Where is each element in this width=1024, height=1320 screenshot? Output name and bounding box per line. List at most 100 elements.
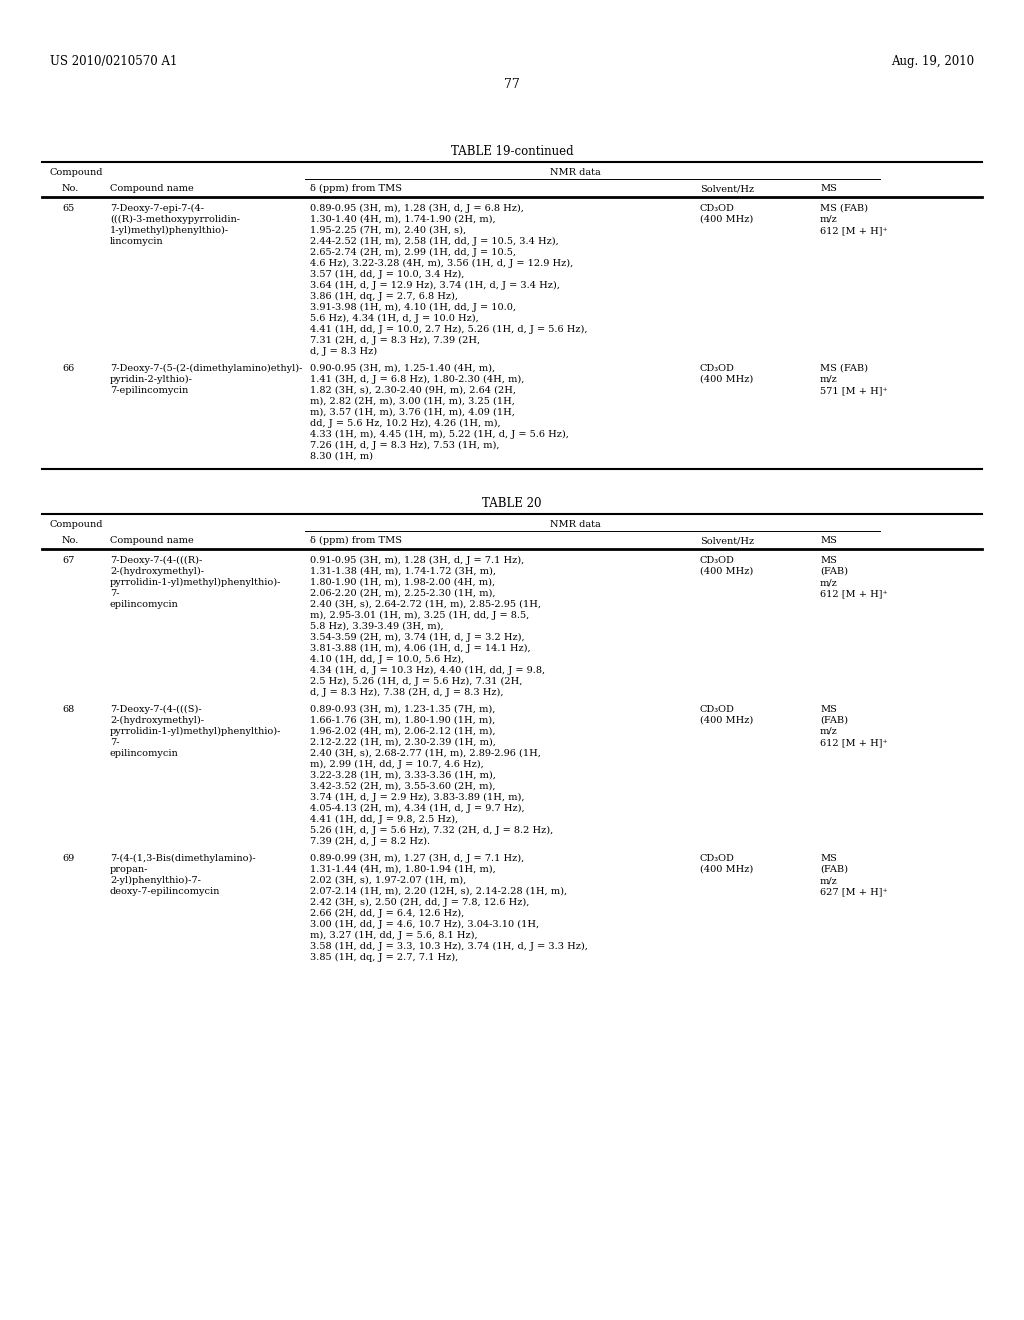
Text: (400 MHz): (400 MHz) [700, 215, 754, 224]
Text: 2.44-2.52 (1H, m), 2.58 (1H, dd, J = 10.5, 3.4 Hz),: 2.44-2.52 (1H, m), 2.58 (1H, dd, J = 10.… [310, 238, 559, 246]
Text: m/z: m/z [820, 578, 838, 587]
Text: CD₃OD: CD₃OD [700, 556, 735, 565]
Text: 3.54-3.59 (2H, m), 3.74 (1H, d, J = 3.2 Hz),: 3.54-3.59 (2H, m), 3.74 (1H, d, J = 3.2 … [310, 634, 524, 642]
Text: CD₃OD: CD₃OD [700, 364, 735, 374]
Text: 66: 66 [62, 364, 75, 374]
Text: 627 [M + H]⁺: 627 [M + H]⁺ [820, 887, 888, 896]
Text: 3.42-3.52 (2H, m), 3.55-3.60 (2H, m),: 3.42-3.52 (2H, m), 3.55-3.60 (2H, m), [310, 781, 496, 791]
Text: MS: MS [820, 854, 837, 863]
Text: pyrrolidin-1-yl)methyl)phenylthio)-: pyrrolidin-1-yl)methyl)phenylthio)- [110, 578, 282, 587]
Text: d, J = 8.3 Hz), 7.38 (2H, d, J = 8.3 Hz),: d, J = 8.3 Hz), 7.38 (2H, d, J = 8.3 Hz)… [310, 688, 504, 697]
Text: 67: 67 [62, 556, 75, 565]
Text: (400 MHz): (400 MHz) [700, 715, 754, 725]
Text: 7-Deoxy-7-epi-7-(4-: 7-Deoxy-7-epi-7-(4- [110, 205, 204, 213]
Text: 0.90-0.95 (3H, m), 1.25-1.40 (4H, m),: 0.90-0.95 (3H, m), 1.25-1.40 (4H, m), [310, 364, 496, 374]
Text: MS (FAB): MS (FAB) [820, 364, 868, 374]
Text: MS: MS [820, 556, 837, 565]
Text: 0.89-0.95 (3H, m), 1.28 (3H, d, J = 6.8 Hz),: 0.89-0.95 (3H, m), 1.28 (3H, d, J = 6.8 … [310, 205, 524, 213]
Text: 4.6 Hz), 3.22-3.28 (4H, m), 3.56 (1H, d, J = 12.9 Hz),: 4.6 Hz), 3.22-3.28 (4H, m), 3.56 (1H, d,… [310, 259, 573, 268]
Text: 7.39 (2H, d, J = 8.2 Hz).: 7.39 (2H, d, J = 8.2 Hz). [310, 837, 430, 846]
Text: NMR data: NMR data [550, 168, 600, 177]
Text: 1.82 (3H, s), 2.30-2.40 (9H, m), 2.64 (2H,: 1.82 (3H, s), 2.30-2.40 (9H, m), 2.64 (2… [310, 385, 516, 395]
Text: 7-Deoxy-7-(4-(((S)-: 7-Deoxy-7-(4-(((S)- [110, 705, 202, 714]
Text: Compound name: Compound name [110, 536, 194, 545]
Text: 5.6 Hz), 4.34 (1H, d, J = 10.0 Hz),: 5.6 Hz), 4.34 (1H, d, J = 10.0 Hz), [310, 314, 479, 323]
Text: pyridin-2-ylthio)-: pyridin-2-ylthio)- [110, 375, 193, 384]
Text: 571 [M + H]⁺: 571 [M + H]⁺ [820, 385, 888, 395]
Text: No.: No. [62, 183, 80, 193]
Text: 1.30-1.40 (4H, m), 1.74-1.90 (2H, m),: 1.30-1.40 (4H, m), 1.74-1.90 (2H, m), [310, 215, 496, 224]
Text: 7.26 (1H, d, J = 8.3 Hz), 7.53 (1H, m),: 7.26 (1H, d, J = 8.3 Hz), 7.53 (1H, m), [310, 441, 500, 450]
Text: 2.42 (3H, s), 2.50 (2H, dd, J = 7.8, 12.6 Hz),: 2.42 (3H, s), 2.50 (2H, dd, J = 7.8, 12.… [310, 898, 529, 907]
Text: 2-yl)phenylthio)-7-: 2-yl)phenylthio)-7- [110, 876, 201, 886]
Text: 5.26 (1H, d, J = 5.6 Hz), 7.32 (2H, d, J = 8.2 Hz),: 5.26 (1H, d, J = 5.6 Hz), 7.32 (2H, d, J… [310, 826, 553, 836]
Text: 3.85 (1H, dq, J = 2.7, 7.1 Hz),: 3.85 (1H, dq, J = 2.7, 7.1 Hz), [310, 953, 459, 962]
Text: 4.05-4.13 (2H, m), 4.34 (1H, d, J = 9.7 Hz),: 4.05-4.13 (2H, m), 4.34 (1H, d, J = 9.7 … [310, 804, 524, 813]
Text: 1-yl)methyl)phenylthio)-: 1-yl)methyl)phenylthio)- [110, 226, 229, 235]
Text: 77: 77 [504, 78, 520, 91]
Text: 8.30 (1H, m): 8.30 (1H, m) [310, 451, 373, 461]
Text: 612 [M + H]⁺: 612 [M + H]⁺ [820, 226, 888, 235]
Text: 7-Deoxy-7-(5-(2-(dimethylamino)ethyl)-: 7-Deoxy-7-(5-(2-(dimethylamino)ethyl)- [110, 364, 302, 374]
Text: deoxy-7-epilincomycin: deoxy-7-epilincomycin [110, 887, 220, 896]
Text: 1.95-2.25 (7H, m), 2.40 (3H, s),: 1.95-2.25 (7H, m), 2.40 (3H, s), [310, 226, 466, 235]
Text: (400 MHz): (400 MHz) [700, 568, 754, 576]
Text: 4.10 (1H, dd, J = 10.0, 5.6 Hz),: 4.10 (1H, dd, J = 10.0, 5.6 Hz), [310, 655, 464, 664]
Text: (FAB): (FAB) [820, 568, 848, 576]
Text: 7-: 7- [110, 738, 120, 747]
Text: 2.40 (3H, s), 2.68-2.77 (1H, m), 2.89-2.96 (1H,: 2.40 (3H, s), 2.68-2.77 (1H, m), 2.89-2.… [310, 748, 541, 758]
Text: Aug. 19, 2010: Aug. 19, 2010 [891, 55, 974, 69]
Text: 7-: 7- [110, 589, 120, 598]
Text: 7-Deoxy-7-(4-(((R)-: 7-Deoxy-7-(4-(((R)- [110, 556, 203, 565]
Text: m/z: m/z [820, 215, 838, 224]
Text: 4.34 (1H, d, J = 10.3 Hz), 4.40 (1H, dd, J = 9.8,: 4.34 (1H, d, J = 10.3 Hz), 4.40 (1H, dd,… [310, 667, 545, 675]
Text: δ (ppm) from TMS: δ (ppm) from TMS [310, 183, 402, 193]
Text: m), 3.57 (1H, m), 3.76 (1H, m), 4.09 (1H,: m), 3.57 (1H, m), 3.76 (1H, m), 4.09 (1H… [310, 408, 515, 417]
Text: 0.91-0.95 (3H, m), 1.28 (3H, d, J = 7.1 Hz),: 0.91-0.95 (3H, m), 1.28 (3H, d, J = 7.1 … [310, 556, 524, 565]
Text: (((R)-3-methoxypyrrolidin-: (((R)-3-methoxypyrrolidin- [110, 215, 240, 224]
Text: 3.58 (1H, dd, J = 3.3, 10.3 Hz), 3.74 (1H, d, J = 3.3 Hz),: 3.58 (1H, dd, J = 3.3, 10.3 Hz), 3.74 (1… [310, 942, 588, 952]
Text: 7-(4-(1,3-Bis(dimethylamino)-: 7-(4-(1,3-Bis(dimethylamino)- [110, 854, 256, 863]
Text: MS (FAB): MS (FAB) [820, 205, 868, 213]
Text: m), 3.27 (1H, dd, J = 5.6, 8.1 Hz),: m), 3.27 (1H, dd, J = 5.6, 8.1 Hz), [310, 931, 477, 940]
Text: CD₃OD: CD₃OD [700, 854, 735, 863]
Text: 1.80-1.90 (1H, m), 1.98-2.00 (4H, m),: 1.80-1.90 (1H, m), 1.98-2.00 (4H, m), [310, 578, 496, 587]
Text: m/z: m/z [820, 375, 838, 384]
Text: 3.64 (1H, d, J = 12.9 Hz), 3.74 (1H, d, J = 3.4 Hz),: 3.64 (1H, d, J = 12.9 Hz), 3.74 (1H, d, … [310, 281, 560, 290]
Text: (FAB): (FAB) [820, 715, 848, 725]
Text: 7.31 (2H, d, J = 8.3 Hz), 7.39 (2H,: 7.31 (2H, d, J = 8.3 Hz), 7.39 (2H, [310, 337, 480, 345]
Text: 3.57 (1H, dd, J = 10.0, 3.4 Hz),: 3.57 (1H, dd, J = 10.0, 3.4 Hz), [310, 271, 464, 279]
Text: d, J = 8.3 Hz): d, J = 8.3 Hz) [310, 347, 377, 356]
Text: 3.91-3.98 (1H, m), 4.10 (1H, dd, J = 10.0,: 3.91-3.98 (1H, m), 4.10 (1H, dd, J = 10.… [310, 304, 516, 312]
Text: 3.81-3.88 (1H, m), 4.06 (1H, d, J = 14.1 Hz),: 3.81-3.88 (1H, m), 4.06 (1H, d, J = 14.1… [310, 644, 530, 653]
Text: 5.8 Hz), 3.39-3.49 (3H, m),: 5.8 Hz), 3.39-3.49 (3H, m), [310, 622, 443, 631]
Text: TABLE 20: TABLE 20 [482, 498, 542, 510]
Text: (400 MHz): (400 MHz) [700, 865, 754, 874]
Text: TABLE 19-continued: TABLE 19-continued [451, 145, 573, 158]
Text: 65: 65 [62, 205, 75, 213]
Text: m), 2.95-3.01 (1H, m), 3.25 (1H, dd, J = 8.5,: m), 2.95-3.01 (1H, m), 3.25 (1H, dd, J =… [310, 611, 529, 620]
Text: Compound: Compound [50, 520, 103, 529]
Text: Solvent/Hz: Solvent/Hz [700, 183, 754, 193]
Text: 2.40 (3H, s), 2.64-2.72 (1H, m), 2.85-2.95 (1H,: 2.40 (3H, s), 2.64-2.72 (1H, m), 2.85-2.… [310, 601, 541, 609]
Text: CD₃OD: CD₃OD [700, 205, 735, 213]
Text: propan-: propan- [110, 865, 148, 874]
Text: epilincomycin: epilincomycin [110, 601, 179, 609]
Text: m/z: m/z [820, 727, 838, 737]
Text: δ (ppm) from TMS: δ (ppm) from TMS [310, 536, 402, 545]
Text: m), 2.99 (1H, dd, J = 10.7, 4.6 Hz),: m), 2.99 (1H, dd, J = 10.7, 4.6 Hz), [310, 760, 483, 770]
Text: US 2010/0210570 A1: US 2010/0210570 A1 [50, 55, 177, 69]
Text: 2.12-2.22 (1H, m), 2.30-2.39 (1H, m),: 2.12-2.22 (1H, m), 2.30-2.39 (1H, m), [310, 738, 496, 747]
Text: Solvent/Hz: Solvent/Hz [700, 536, 754, 545]
Text: pyrrolidin-1-yl)methyl)phenylthio)-: pyrrolidin-1-yl)methyl)phenylthio)- [110, 727, 282, 737]
Text: 1.31-1.44 (4H, m), 1.80-1.94 (1H, m),: 1.31-1.44 (4H, m), 1.80-1.94 (1H, m), [310, 865, 496, 874]
Text: CD₃OD: CD₃OD [700, 705, 735, 714]
Text: 1.31-1.38 (4H, m), 1.74-1.72 (3H, m),: 1.31-1.38 (4H, m), 1.74-1.72 (3H, m), [310, 568, 496, 576]
Text: 612 [M + H]⁺: 612 [M + H]⁺ [820, 738, 888, 747]
Text: 2.66 (2H, dd, J = 6.4, 12.6 Hz),: 2.66 (2H, dd, J = 6.4, 12.6 Hz), [310, 909, 464, 919]
Text: 2.5 Hz), 5.26 (1H, d, J = 5.6 Hz), 7.31 (2H,: 2.5 Hz), 5.26 (1H, d, J = 5.6 Hz), 7.31 … [310, 677, 522, 686]
Text: 4.41 (1H, dd, J = 10.0, 2.7 Hz), 5.26 (1H, d, J = 5.6 Hz),: 4.41 (1H, dd, J = 10.0, 2.7 Hz), 5.26 (1… [310, 325, 588, 334]
Text: No.: No. [62, 536, 80, 545]
Text: 69: 69 [62, 854, 75, 863]
Text: 3.00 (1H, dd, J = 4.6, 10.7 Hz), 3.04-3.10 (1H,: 3.00 (1H, dd, J = 4.6, 10.7 Hz), 3.04-3.… [310, 920, 539, 929]
